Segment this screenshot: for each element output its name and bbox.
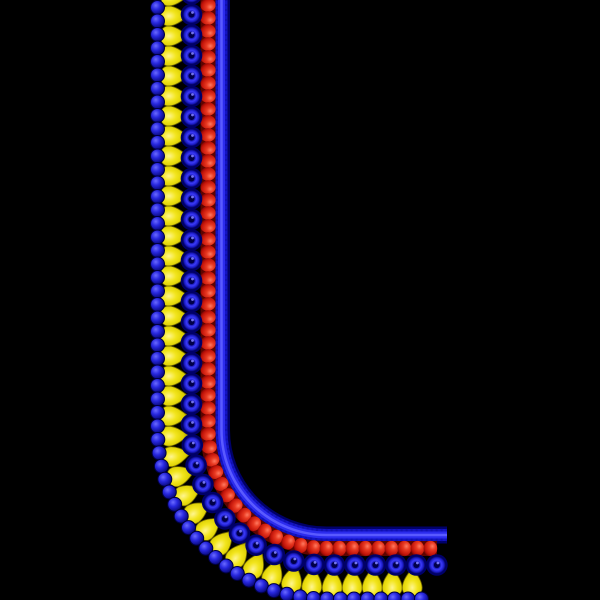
blue-satin-band (213, 0, 447, 544)
red-bead-band (200, 0, 438, 557)
blue-circle-band (180, 0, 448, 576)
outer-dot-band (150, 0, 429, 600)
